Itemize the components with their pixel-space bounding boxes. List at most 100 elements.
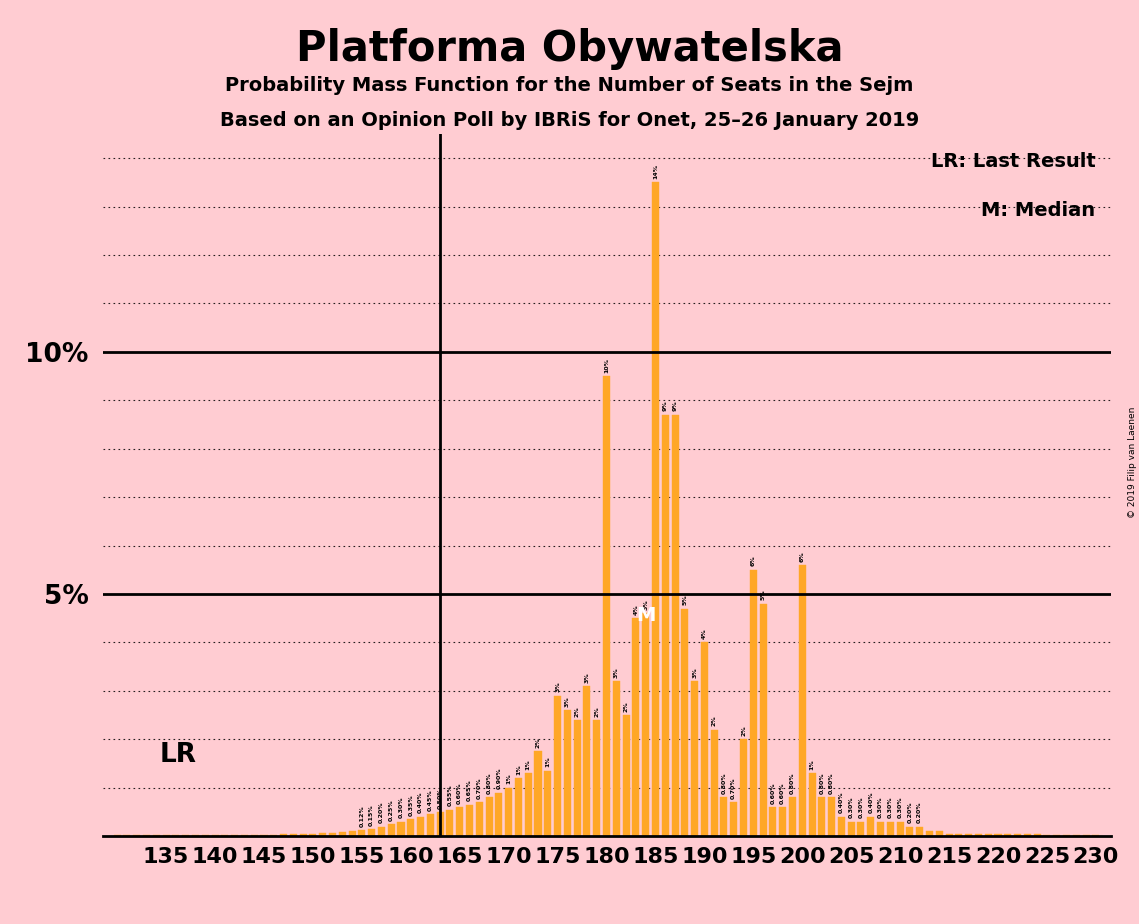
Bar [359, 831, 366, 836]
Bar [1043, 835, 1050, 836]
Bar [495, 793, 502, 836]
Bar [133, 835, 140, 836]
Bar [408, 820, 415, 836]
Text: 0.20%: 0.20% [908, 801, 912, 823]
Text: 0.25%: 0.25% [388, 799, 394, 821]
Bar [172, 835, 180, 836]
Bar [858, 821, 865, 836]
Text: 0.45%: 0.45% [428, 789, 433, 811]
Bar [427, 814, 434, 836]
Text: 0.80%: 0.80% [721, 772, 727, 794]
Bar [505, 788, 513, 836]
Bar [672, 415, 679, 836]
Bar [212, 835, 219, 836]
Bar [231, 835, 238, 836]
Text: 1%: 1% [526, 760, 531, 770]
Text: 0.30%: 0.30% [887, 796, 893, 819]
Bar [436, 812, 444, 836]
Bar [310, 833, 317, 836]
Bar [261, 834, 268, 836]
Bar [809, 773, 816, 836]
Bar [593, 720, 600, 836]
Text: 0.40%: 0.40% [868, 792, 874, 813]
Bar [691, 681, 698, 836]
Bar [1024, 833, 1031, 836]
Bar [378, 827, 385, 836]
Text: 0.35%: 0.35% [408, 794, 413, 816]
Bar [945, 833, 952, 836]
Text: 4%: 4% [633, 604, 638, 614]
Text: Platforma Obywatelska: Platforma Obywatelska [296, 28, 843, 69]
Bar [1014, 833, 1021, 836]
Bar [1054, 835, 1060, 836]
Bar [956, 833, 962, 836]
Bar [525, 773, 532, 836]
Bar [828, 797, 835, 836]
Bar [632, 618, 639, 836]
Text: LR: Last Result: LR: Last Result [931, 152, 1096, 171]
Text: 0.20%: 0.20% [917, 801, 923, 823]
Bar [867, 817, 875, 836]
Bar [1063, 835, 1070, 836]
Bar [476, 802, 483, 836]
Text: 0.12%: 0.12% [359, 806, 364, 827]
Bar [965, 833, 973, 836]
Bar [1073, 835, 1080, 836]
Text: 0.30%: 0.30% [399, 796, 403, 819]
Bar [457, 808, 464, 836]
Text: 0.30%: 0.30% [849, 796, 854, 819]
Text: 0.80%: 0.80% [486, 772, 492, 794]
Bar [368, 829, 375, 836]
Text: 0.15%: 0.15% [369, 804, 374, 825]
Text: 0.80%: 0.80% [790, 772, 795, 794]
Text: 1%: 1% [810, 760, 814, 770]
Bar [544, 771, 551, 836]
Bar [730, 802, 737, 836]
Bar [916, 827, 924, 836]
Text: 0.70%: 0.70% [731, 777, 736, 799]
Bar [329, 833, 336, 836]
Text: 1%: 1% [516, 764, 521, 774]
Bar [280, 834, 287, 836]
Bar [349, 832, 355, 836]
Bar [623, 715, 630, 836]
Text: 0.30%: 0.30% [859, 796, 863, 819]
Bar [182, 835, 189, 836]
Bar [887, 821, 894, 836]
Text: 2%: 2% [712, 715, 716, 726]
Bar [1082, 835, 1090, 836]
Text: 0.65%: 0.65% [467, 780, 472, 801]
Bar [994, 833, 1001, 836]
Text: 0.50%: 0.50% [437, 787, 443, 808]
Bar [613, 681, 620, 836]
Text: 5%: 5% [761, 590, 765, 601]
Bar [789, 797, 796, 836]
Bar [779, 808, 786, 836]
Text: 3%: 3% [614, 667, 618, 678]
Text: 0.40%: 0.40% [418, 792, 423, 813]
Bar [907, 827, 913, 836]
Text: 0.60%: 0.60% [770, 782, 776, 804]
Text: Based on an Opinion Poll by IBRiS for Onet, 25–26 January 2019: Based on an Opinion Poll by IBRiS for On… [220, 111, 919, 130]
Bar [163, 835, 170, 836]
Bar [603, 376, 611, 836]
Bar [798, 565, 805, 836]
Bar [270, 834, 277, 836]
Bar [338, 833, 346, 836]
Text: 3%: 3% [584, 672, 590, 683]
Text: 0.30%: 0.30% [898, 796, 902, 819]
Text: 2%: 2% [741, 725, 746, 736]
Text: 5%: 5% [682, 594, 687, 605]
Bar [417, 817, 424, 836]
Bar [300, 833, 306, 836]
Bar [387, 824, 395, 836]
Bar [485, 797, 492, 836]
Text: 0.80%: 0.80% [829, 772, 834, 794]
Text: 0.20%: 0.20% [379, 801, 384, 823]
Bar [398, 821, 404, 836]
Bar [936, 832, 943, 836]
Text: © 2019 Filip van Laenen: © 2019 Filip van Laenen [1128, 407, 1137, 517]
Bar [1033, 833, 1041, 836]
Bar [652, 182, 659, 836]
Bar [192, 835, 199, 836]
